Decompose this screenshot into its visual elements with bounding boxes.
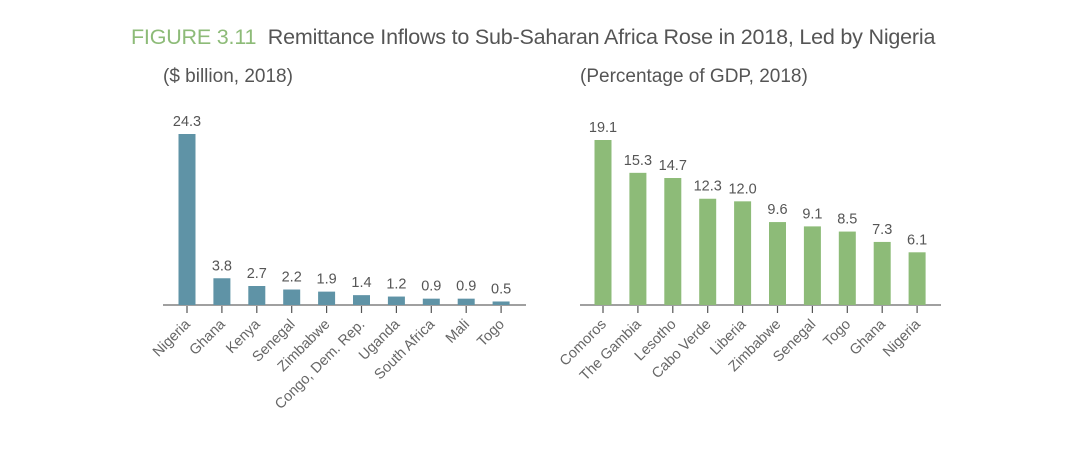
data-label: 3.8 bbox=[212, 258, 232, 274]
bar-ghana bbox=[213, 278, 231, 305]
figure-title-text: Remittance Inflows to Sub-Saharan Africa… bbox=[267, 25, 936, 49]
data-label: 6.1 bbox=[907, 232, 927, 248]
data-label: 1.2 bbox=[386, 277, 406, 293]
bar-togo bbox=[838, 231, 856, 305]
bar-uganda bbox=[387, 296, 405, 305]
bar-cabo-verde bbox=[699, 198, 717, 305]
figure-title: FIGURE 3.11 Remittance Inflows to Sub-Sa… bbox=[131, 25, 935, 50]
right-chart-subtitle: (Percentage of GDP, 2018) bbox=[580, 66, 808, 87]
data-label: 2.2 bbox=[282, 270, 302, 286]
figure-number: FIGURE 3.11 bbox=[131, 25, 257, 49]
bar-mali bbox=[457, 298, 475, 305]
data-label: 1.4 bbox=[351, 275, 371, 291]
bar-nigeria bbox=[178, 134, 196, 305]
data-label: 9.1 bbox=[802, 206, 822, 222]
data-label: 8.5 bbox=[837, 212, 857, 228]
data-label: 15.3 bbox=[624, 153, 652, 169]
bar-lesotho bbox=[664, 178, 682, 305]
bar-ghana bbox=[873, 241, 891, 305]
data-label: 19.1 bbox=[589, 120, 617, 136]
bar-zimbabwe bbox=[318, 291, 336, 305]
bar-togo bbox=[492, 301, 510, 305]
data-label: 14.7 bbox=[659, 158, 687, 174]
data-label: 24.3 bbox=[173, 114, 201, 130]
data-label: 0.9 bbox=[421, 279, 441, 295]
data-label: 12.3 bbox=[694, 179, 722, 195]
left-chart-subtitle: ($ billion, 2018) bbox=[163, 66, 293, 87]
bar-kenya bbox=[248, 286, 266, 305]
data-label: 0.5 bbox=[491, 281, 511, 297]
bar-south-africa bbox=[422, 298, 440, 305]
bar-senegal bbox=[283, 289, 301, 305]
bar-the-gambia bbox=[629, 172, 647, 305]
data-label: 2.7 bbox=[247, 266, 267, 282]
data-label: 12.0 bbox=[728, 181, 756, 197]
bar-zimbabwe bbox=[769, 222, 786, 305]
bar-congo-dem-rep bbox=[353, 295, 370, 305]
bar-nigeria bbox=[908, 252, 926, 305]
data-label: 7.3 bbox=[872, 222, 892, 238]
bar-liberia bbox=[734, 201, 752, 305]
bar-comoros bbox=[594, 140, 612, 305]
category-label: Nigeria bbox=[880, 316, 924, 360]
data-label: 0.9 bbox=[456, 279, 476, 295]
bar-senegal bbox=[803, 226, 821, 305]
data-label: 9.6 bbox=[767, 202, 787, 218]
data-label: 1.9 bbox=[317, 272, 337, 288]
